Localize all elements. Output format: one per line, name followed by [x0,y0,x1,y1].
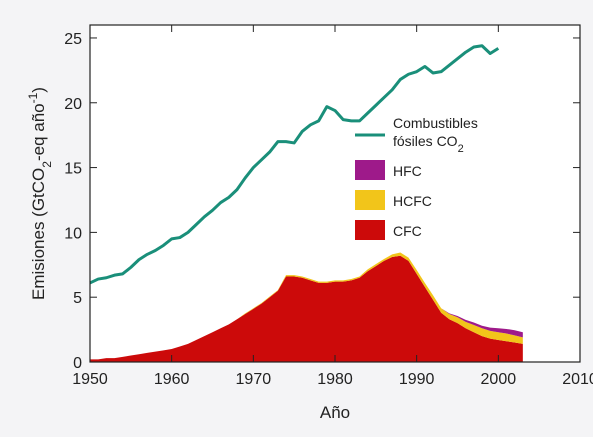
y-tick-label: 20 [64,96,82,113]
legend-label-cfc: CFC [393,223,422,239]
x-tick-label: 1990 [399,371,435,388]
x-tick-label: 1970 [236,371,272,388]
legend-swatch-hcfc [355,190,385,210]
x-tick-label: 2000 [481,371,517,388]
legend-label-hfc: HFC [393,163,422,179]
legend-swatch-hfc [355,160,385,180]
legend-swatch-cfc [355,220,385,240]
stacked-areas [90,252,523,362]
y-tick-label: 15 [64,161,82,178]
y-title-part: Emisiones (GtCO [29,168,48,300]
x-tick-label: 1950 [72,371,108,388]
legend-label-hcfc: HCFC [393,193,432,209]
y-title-part: -1 [26,92,40,103]
y-tick-label: 25 [64,31,82,48]
x-axis-title: Año [320,403,350,422]
x-tick-label: 1960 [154,371,190,388]
y-title-part: -eq año [29,103,48,161]
y-title-part: ) [29,87,48,93]
legend-label-fossil-co2: Combustibles [393,115,478,131]
legend-label-fossil-co2-line2: fósiles CO2 [393,133,464,155]
line-series [89,44,500,285]
y-tick-label: 0 [73,355,82,372]
line-fossil-co2 [89,44,500,285]
y-axis: 0 5 10 15 20 25 [64,31,580,372]
x-tick-label: 1980 [317,371,353,388]
y-tick-label: 5 [73,290,82,307]
y-title-part: 2 [40,161,54,168]
y-tick-label: 10 [64,225,82,242]
y-axis-title: Emisiones (GtCO2-eq año-1) [26,87,54,300]
area-cfc [90,255,523,362]
legend: Combustibles fósiles CO2 HFC HCFC CFC [355,115,478,240]
